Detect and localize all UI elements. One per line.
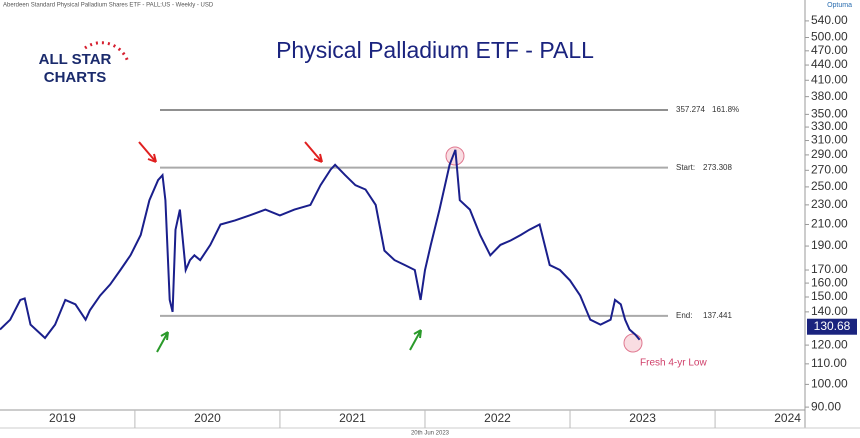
y-tick-label: 410.00 <box>811 72 848 86</box>
x-tick-label: 2022 <box>484 411 511 425</box>
x-tick-label: 2023 <box>629 411 656 425</box>
logo-line: CHARTS <box>44 69 107 86</box>
arrows <box>138 141 643 353</box>
red-arrow <box>138 141 157 163</box>
green-arrow <box>409 329 422 351</box>
y-tick-label: 160.00 <box>811 275 848 289</box>
y-tick-label: 210.00 <box>811 217 848 231</box>
chart-title: Physical Palladium ETF - PALL <box>276 37 594 63</box>
last-price-box <box>807 318 857 335</box>
y-tick-label: 500.00 <box>811 30 848 44</box>
level-value: 273.308 <box>703 163 732 172</box>
level-tag: End: <box>676 311 692 320</box>
y-tick-label: 540.00 <box>811 13 848 27</box>
annotation: Fresh 4-yr Low <box>640 358 707 369</box>
logo-line: ALL STAR <box>39 51 112 68</box>
x-tick-label: 2024 <box>774 411 801 425</box>
x-tick-label: 2020 <box>194 411 221 425</box>
x-tick-label: 2021 <box>339 411 366 425</box>
logo: ALL STAR CHARTS <box>39 41 130 86</box>
y-tick-label: 330.00 <box>811 119 848 133</box>
y-tick-label: 290.00 <box>811 147 848 161</box>
footer-date: 20th Jun 2023 <box>411 431 450 437</box>
y-tick-label: 190.00 <box>811 238 848 252</box>
red-arrow <box>304 141 323 163</box>
y-tick-label: 100.00 <box>811 377 848 391</box>
y-tick-label: 170.00 <box>811 262 848 276</box>
y-tick-label: 350.00 <box>811 107 848 121</box>
y-tick-label: 140.00 <box>811 304 848 318</box>
y-tick-label: 250.00 <box>811 179 848 193</box>
level-tag: 161.8% <box>712 105 739 114</box>
brand: Optuma <box>827 2 852 9</box>
y-tick-label: 310.00 <box>811 133 848 147</box>
level-value: 137.441 <box>703 311 732 320</box>
level-value: 357.274 <box>676 105 705 114</box>
y-tick-label: 110.00 <box>811 356 847 370</box>
last-price-label: 130.68 <box>814 319 851 333</box>
y-tick-label: 470.00 <box>811 43 848 57</box>
price-line <box>0 149 641 341</box>
y-tick-label: 90.00 <box>811 399 841 413</box>
highlight-circle <box>623 333 643 353</box>
x-tick-label: 2019 <box>49 411 76 425</box>
level-tag: Start: <box>676 163 695 172</box>
y-tick-label: 150.00 <box>811 289 848 303</box>
green-arrow <box>156 331 169 353</box>
y-tick-label: 230.00 <box>811 197 848 211</box>
y-tick-label: 270.00 <box>811 162 848 176</box>
y-tick-label: 440.00 <box>811 57 848 71</box>
y-tick-label: 120.00 <box>811 337 848 351</box>
header: Aberdeen Standard Physical Palladium Sha… <box>3 3 214 9</box>
y-tick-label: 380.00 <box>811 89 848 103</box>
